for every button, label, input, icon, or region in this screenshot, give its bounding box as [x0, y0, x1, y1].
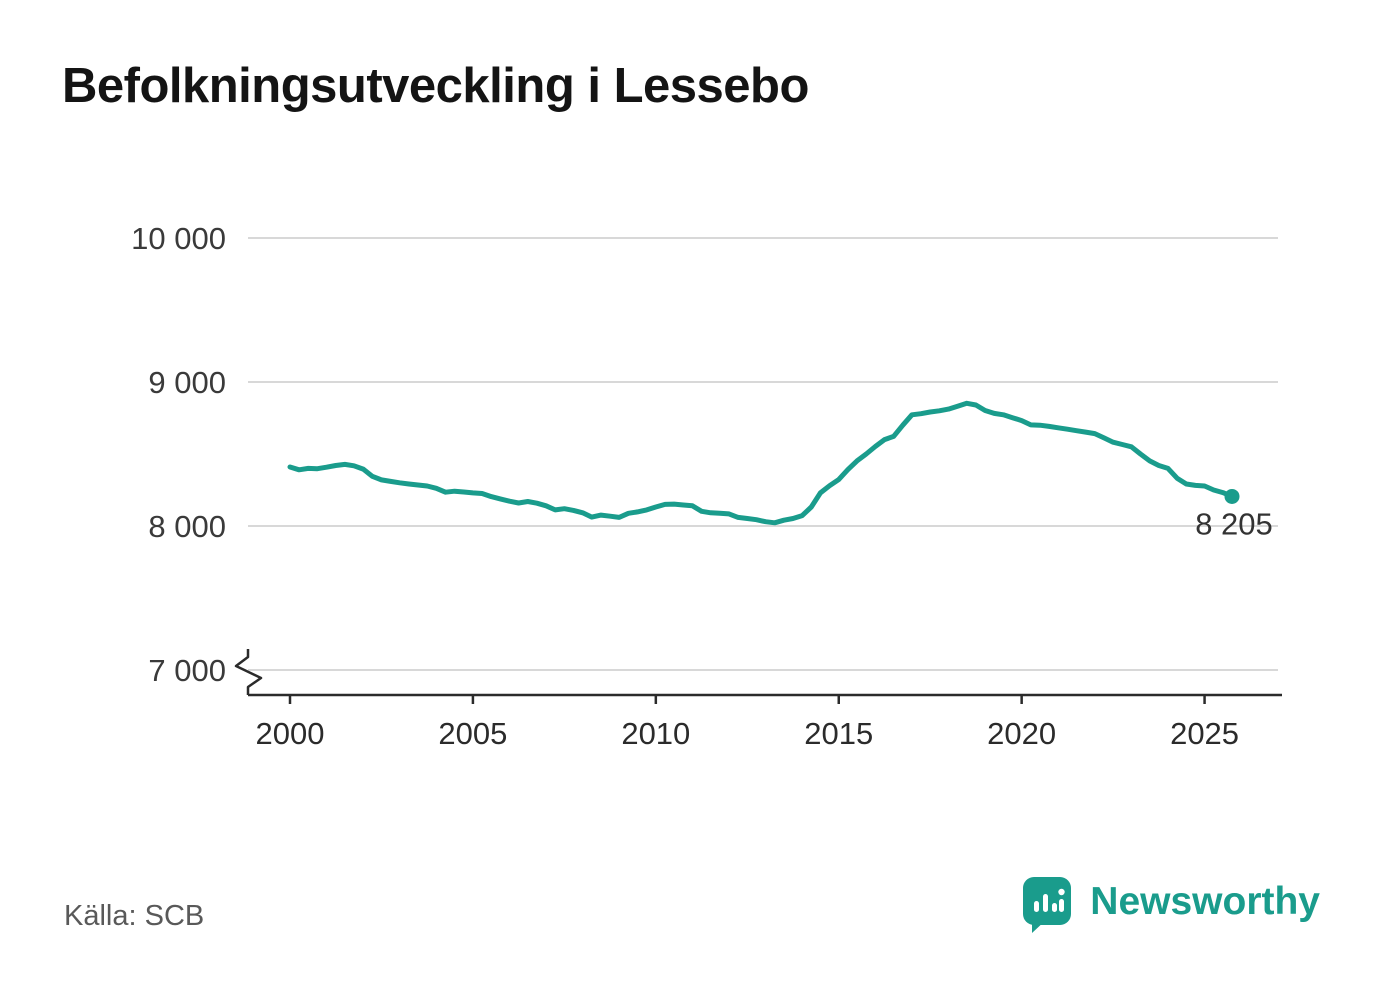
bar-chart-speech-bubble-icon — [1023, 877, 1072, 933]
x-axis-ticks — [288, 695, 1206, 704]
y-tick-label-10000: 10 000 — [131, 221, 226, 256]
y-gridlines — [248, 237, 1278, 671]
y-axis-labels: 7 000 8 000 9 000 10 000 — [131, 221, 226, 688]
y-tick-label-8000: 8 000 — [148, 509, 226, 544]
end-point-label: 8 205 — [1195, 506, 1273, 541]
x-tick-label-2025: 2025 — [1170, 716, 1239, 751]
logo-bar-1 — [1034, 901, 1040, 912]
y-axis-break — [234, 649, 263, 695]
population-line — [287, 400, 1235, 526]
newsworthy-logo: Newsworthy — [1022, 876, 1320, 934]
x-tick-label-2000: 2000 — [256, 716, 325, 751]
y-tick-label-9000: 9 000 — [148, 365, 226, 400]
logo-bubble-tail — [1032, 920, 1047, 933]
logo-bar-2 — [1043, 894, 1049, 912]
x-tick-label-2010: 2010 — [621, 716, 690, 751]
x-tick-label-2020: 2020 — [987, 716, 1056, 751]
logo-bar-4 — [1059, 899, 1065, 912]
source-label: Källa: SCB — [64, 900, 205, 932]
x-tick-label-2005: 2005 — [438, 716, 507, 751]
y-tick-label-7000: 7 000 — [148, 653, 226, 688]
end-point-dot — [1224, 488, 1240, 504]
page-title: Befolkningsutveckling i Lessebo — [62, 59, 809, 113]
x-tick-label-2015: 2015 — [804, 716, 873, 751]
x-axis-labels: 2000 2005 2010 2015 2020 2025 — [256, 716, 1240, 751]
logo-dot — [1058, 888, 1065, 896]
newsworthy-wordmark: Newsworthy — [1090, 879, 1320, 923]
logo-bar-3 — [1052, 903, 1058, 912]
